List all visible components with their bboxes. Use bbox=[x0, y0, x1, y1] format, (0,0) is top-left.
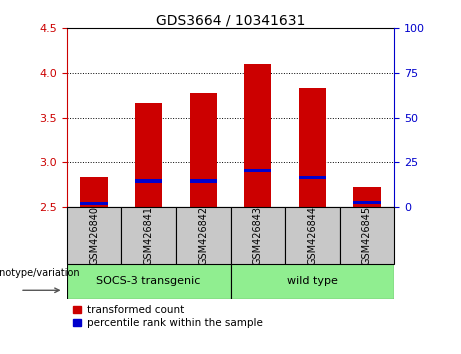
Bar bbox=[353, 201, 380, 204]
Bar bbox=[230, 207, 285, 264]
Bar bbox=[176, 207, 230, 264]
Text: GSM426840: GSM426840 bbox=[89, 206, 99, 265]
Bar bbox=[299, 88, 326, 207]
Bar bbox=[189, 93, 217, 207]
Bar bbox=[67, 264, 230, 299]
Title: GDS3664 / 10341631: GDS3664 / 10341631 bbox=[156, 13, 305, 27]
Text: genotype/variation: genotype/variation bbox=[0, 268, 80, 278]
Legend: transformed count, percentile rank within the sample: transformed count, percentile rank withi… bbox=[72, 304, 264, 329]
Text: GSM426843: GSM426843 bbox=[253, 206, 263, 265]
Bar bbox=[121, 207, 176, 264]
Text: wild type: wild type bbox=[287, 276, 338, 286]
Bar bbox=[81, 202, 108, 205]
Text: GSM426845: GSM426845 bbox=[362, 206, 372, 265]
Text: GSM426841: GSM426841 bbox=[144, 206, 154, 265]
Bar bbox=[230, 264, 394, 299]
Bar bbox=[285, 207, 340, 264]
Bar bbox=[299, 176, 326, 179]
Bar bbox=[244, 64, 272, 207]
Text: GSM426842: GSM426842 bbox=[198, 206, 208, 265]
Text: GSM426844: GSM426844 bbox=[307, 206, 317, 265]
Bar bbox=[67, 207, 121, 264]
Bar bbox=[353, 187, 380, 207]
Bar bbox=[135, 179, 162, 183]
Text: SOCS-3 transgenic: SOCS-3 transgenic bbox=[96, 276, 201, 286]
Bar bbox=[340, 207, 394, 264]
Bar bbox=[81, 177, 108, 207]
Bar bbox=[189, 179, 217, 183]
Bar bbox=[135, 103, 162, 207]
Bar bbox=[244, 169, 272, 172]
